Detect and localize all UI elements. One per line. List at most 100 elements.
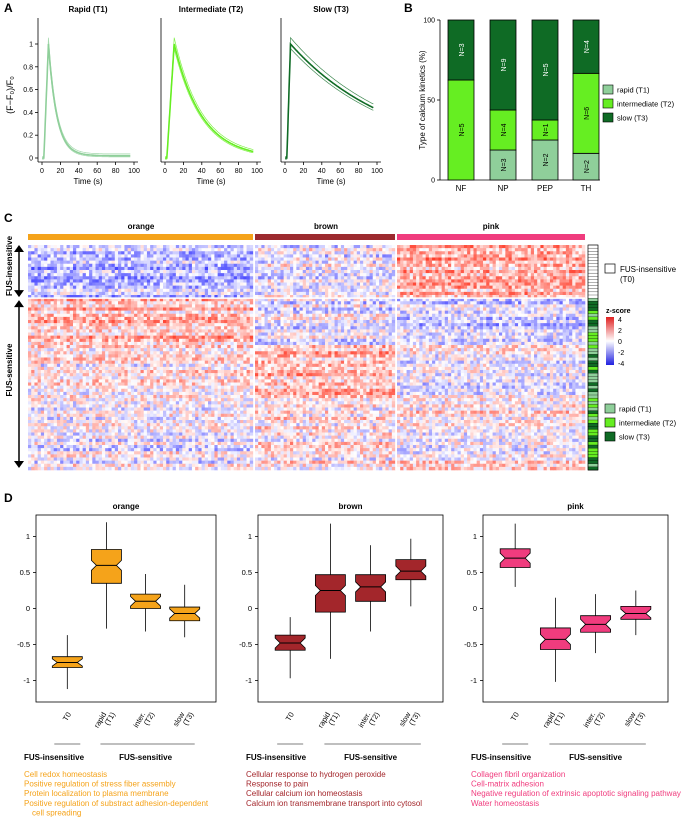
y-tick-label: 0.5 bbox=[242, 568, 252, 577]
x-tick-label: 0 bbox=[163, 168, 167, 175]
bar-segment-pep-t1 bbox=[531, 139, 559, 181]
box-x-label: (T1) bbox=[102, 710, 117, 727]
go-term: Water homeostasis bbox=[471, 799, 539, 808]
x-tick-label: 80 bbox=[235, 168, 243, 175]
go-term: Positive regulation of substract adhesio… bbox=[24, 799, 209, 808]
group-label-sensitive: FUS-sensitive bbox=[344, 753, 397, 762]
box-x-label: (T1) bbox=[326, 710, 341, 727]
y-tick-label: 0.4 bbox=[23, 110, 33, 117]
trace-title: Rapid (T1) bbox=[68, 5, 107, 14]
panel-b-ylabel: Type of calcium kinetics (%) bbox=[418, 50, 427, 149]
y-tick-label: 1 bbox=[26, 532, 30, 541]
y-tick-label: 0 bbox=[431, 178, 435, 185]
go-term: Cellular calcium ion homeostasis bbox=[246, 789, 363, 798]
go-term: Cellular response to hydrogen peroxide bbox=[246, 770, 386, 779]
bar-n-label: N=6 bbox=[584, 107, 591, 120]
y-tick-label: 0 bbox=[29, 156, 33, 163]
y-tick-label: -1 bbox=[245, 676, 252, 685]
box-x-label: (T3) bbox=[407, 710, 422, 727]
calcium-trace-plot-2: Intermediate (T2) 0 20 40 60 80 100 Time (s) bbox=[160, 5, 263, 186]
bar-segment-np-t3 bbox=[489, 19, 517, 111]
bar-category-label: PEP bbox=[537, 184, 553, 193]
panel-label-c: C bbox=[4, 211, 13, 225]
x-tick-label: 100 bbox=[251, 168, 263, 175]
bar-segment-th-t3 bbox=[572, 19, 600, 74]
x-tick-label: 80 bbox=[112, 168, 120, 175]
x-tick-label: 20 bbox=[180, 168, 188, 175]
bar-n-label: N=2 bbox=[584, 160, 591, 173]
calcium-trace-line bbox=[165, 43, 254, 159]
box-x-label: (T3) bbox=[632, 710, 647, 727]
calcium-trace-plot-3: Slow (T3) 0 20 40 60 80 100 Time (s) bbox=[280, 5, 383, 186]
kinetics-legend-label: intermediate (T2) bbox=[619, 419, 677, 428]
legend-t0-swatch bbox=[604, 263, 616, 274]
bar-n-label: N=5 bbox=[459, 123, 466, 136]
panel-b-kinetics-bar-chart: Type of calcium kinetics (%) 0 50 100 N=5 N=… bbox=[418, 18, 675, 194]
box-pink-t2 bbox=[580, 594, 612, 654]
x-tick-label: 60 bbox=[216, 168, 224, 175]
zscore-title: z-score bbox=[606, 308, 631, 315]
row-label-fus-sensitive: FUS-sensitive bbox=[5, 343, 14, 396]
calcium-trace-plot-1: Rapid (T1) 0 0.2 0.4 0.6 0.8 1 0 20 40 60 80 100 Time… bbox=[23, 5, 140, 186]
panel-c-heatmap: orange brown pink FUS-insensitive FUS-se… bbox=[5, 222, 677, 471]
x-axis-label: Time (s) bbox=[316, 177, 345, 186]
bar-n-label: N=1 bbox=[543, 123, 550, 136]
box-x-label: T0 bbox=[284, 711, 296, 723]
box-x-label: T0 bbox=[61, 711, 73, 723]
boxplot-title: orange bbox=[113, 502, 140, 511]
box-pink-t1 bbox=[539, 597, 571, 682]
x-tick-label: 20 bbox=[300, 168, 308, 175]
go-term: Response to pain bbox=[246, 780, 308, 789]
box-brown-t3 bbox=[395, 538, 427, 607]
kinetics-side-bar bbox=[587, 244, 599, 471]
zscore-tick-label: 4 bbox=[618, 317, 622, 324]
kinetics-legend-label: rapid (T1) bbox=[619, 405, 652, 414]
legend-label: intermediate (T2) bbox=[617, 100, 675, 109]
group-label-sensitive: FUS-sensitive bbox=[569, 753, 622, 762]
legend-swatch-t3 bbox=[602, 112, 614, 123]
x-tick-label: 0 bbox=[283, 168, 287, 175]
bar-n-label: N=3 bbox=[459, 43, 466, 56]
bar-n-label: N=9 bbox=[501, 58, 508, 71]
kinetics-legend-swatch-t3 bbox=[604, 431, 616, 442]
y-tick-label: 1 bbox=[248, 532, 252, 541]
y-tick-label: -0.5 bbox=[17, 640, 30, 649]
go-term: Calcium ion transmembrane transport into… bbox=[246, 799, 422, 808]
kinetics-legend-swatch-t1 bbox=[604, 403, 616, 414]
box-x-label: (T3) bbox=[181, 710, 196, 727]
calcium-trace-line bbox=[165, 37, 254, 157]
bar-n-label: N=4 bbox=[501, 123, 508, 136]
calcium-trace-line bbox=[285, 36, 374, 157]
plot-frame bbox=[257, 514, 444, 703]
panel-a-calcium-traces: (F−F₀)/F₀ Rapid (T1) 0 0.2 0.4 0.6 0.8 1 0 20 40 6… bbox=[5, 5, 383, 186]
bar-n-label: N=5 bbox=[543, 63, 550, 76]
legend-t0-line2: (T0) bbox=[620, 275, 635, 284]
box-x-label: (T1) bbox=[551, 710, 566, 727]
y-tick-label: 100 bbox=[423, 18, 435, 25]
trace-title: Intermediate (T2) bbox=[179, 5, 244, 14]
box-orange-t2 bbox=[130, 573, 161, 632]
y-tick-label: 0 bbox=[26, 604, 30, 613]
fus-sensitive-arrow bbox=[14, 300, 24, 468]
box-orange-t0 bbox=[51, 635, 83, 690]
x-tick-label: 60 bbox=[93, 168, 101, 175]
y-tick-label: -0.5 bbox=[239, 640, 252, 649]
y-tick-label: 0.8 bbox=[23, 64, 33, 71]
zscore-tick-label: -2 bbox=[618, 350, 624, 357]
panel-label-d: D bbox=[4, 491, 13, 505]
panel-label-a: A bbox=[4, 1, 13, 15]
go-term: Protein localization to plasma membrane bbox=[24, 789, 169, 798]
box-orange-t3 bbox=[169, 584, 201, 638]
cluster-label-brown: brown bbox=[314, 222, 338, 231]
group-label-sensitive: FUS-sensitive bbox=[119, 753, 172, 762]
bar-n-label: N=3 bbox=[501, 158, 508, 171]
x-tick-label: 100 bbox=[128, 168, 140, 175]
y-tick-label: 0.6 bbox=[23, 87, 33, 94]
group-label-insensitive: FUS-insensitive bbox=[471, 753, 532, 762]
box-x-label: T0 bbox=[509, 711, 521, 723]
fus-insensitive-arrow bbox=[14, 245, 24, 298]
y-tick-label: 1 bbox=[29, 42, 33, 49]
